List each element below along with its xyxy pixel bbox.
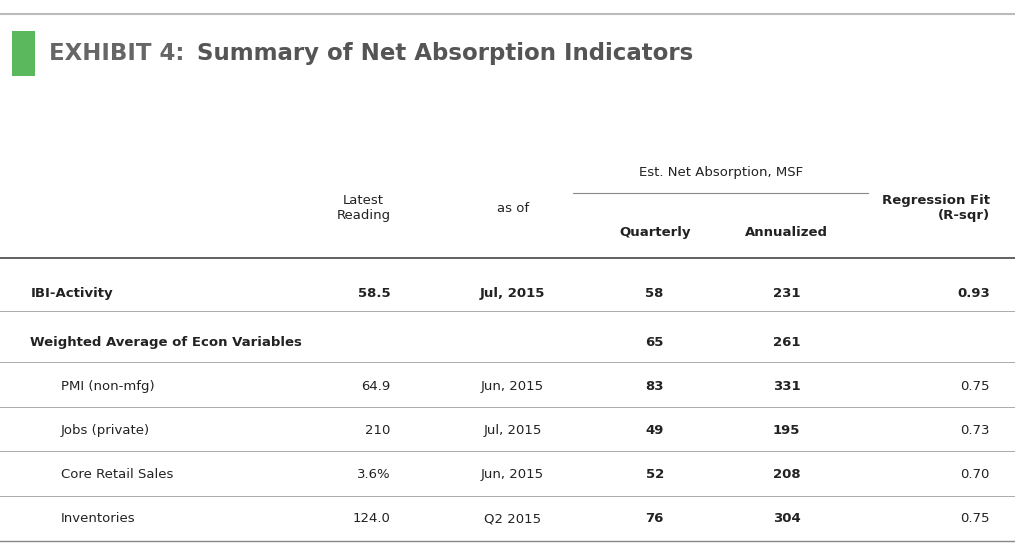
Text: Est. Net Absorption, MSF: Est. Net Absorption, MSF	[638, 166, 803, 179]
Text: Jun, 2015: Jun, 2015	[481, 380, 544, 393]
Text: 304: 304	[772, 512, 801, 526]
Text: PMI (non-mfg): PMI (non-mfg)	[61, 380, 154, 393]
Text: Core Retail Sales: Core Retail Sales	[61, 467, 174, 481]
Text: 0.73: 0.73	[960, 424, 990, 437]
Text: Jobs (private): Jobs (private)	[61, 424, 150, 437]
Text: Jun, 2015: Jun, 2015	[481, 467, 544, 481]
Text: Q2 2015: Q2 2015	[484, 512, 541, 526]
Text: 49: 49	[646, 424, 664, 437]
Text: 58: 58	[646, 287, 664, 300]
Text: Summary of Net Absorption Indicators: Summary of Net Absorption Indicators	[181, 42, 693, 65]
Text: 0.70: 0.70	[960, 467, 990, 481]
Text: 64.9: 64.9	[361, 380, 391, 393]
Text: Jul, 2015: Jul, 2015	[480, 287, 545, 300]
Text: 83: 83	[646, 380, 664, 393]
Text: EXHIBIT 4:: EXHIBIT 4:	[49, 42, 184, 65]
Text: 261: 261	[772, 336, 801, 349]
Text: Weighted Average of Econ Variables: Weighted Average of Econ Variables	[30, 336, 302, 349]
Text: 331: 331	[772, 380, 801, 393]
Text: 231: 231	[772, 287, 801, 300]
FancyBboxPatch shape	[12, 31, 35, 76]
Text: Regression Fit
(R-sqr): Regression Fit (R-sqr)	[882, 194, 990, 222]
Text: 210: 210	[365, 424, 391, 437]
Text: IBI-Activity: IBI-Activity	[30, 287, 113, 300]
Text: 0.93: 0.93	[957, 287, 990, 300]
Text: 124.0: 124.0	[353, 512, 391, 526]
Text: Jul, 2015: Jul, 2015	[483, 424, 542, 437]
Text: 52: 52	[646, 467, 664, 481]
Text: 58.5: 58.5	[358, 287, 391, 300]
Text: 208: 208	[772, 467, 801, 481]
Text: Quarterly: Quarterly	[619, 226, 690, 239]
Text: 76: 76	[646, 512, 664, 526]
Text: Inventories: Inventories	[61, 512, 136, 526]
Text: 195: 195	[773, 424, 800, 437]
Text: 65: 65	[646, 336, 664, 349]
Text: Latest
Reading: Latest Reading	[337, 194, 391, 222]
Text: as of: as of	[496, 202, 529, 215]
Text: 3.6%: 3.6%	[357, 467, 391, 481]
Text: 0.75: 0.75	[960, 512, 990, 526]
Text: 0.75: 0.75	[960, 380, 990, 393]
Text: Annualized: Annualized	[745, 226, 828, 239]
